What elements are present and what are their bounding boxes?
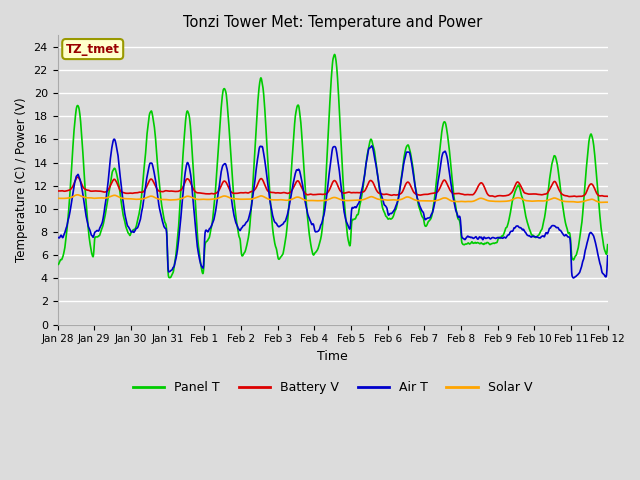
Title: Tonzi Tower Met: Temperature and Power: Tonzi Tower Met: Temperature and Power <box>183 15 482 30</box>
Text: TZ_tmet: TZ_tmet <box>66 43 120 56</box>
X-axis label: Time: Time <box>317 350 348 363</box>
Y-axis label: Temperature (C) / Power (V): Temperature (C) / Power (V) <box>15 97 28 262</box>
Legend: Panel T, Battery V, Air T, Solar V: Panel T, Battery V, Air T, Solar V <box>128 376 537 399</box>
